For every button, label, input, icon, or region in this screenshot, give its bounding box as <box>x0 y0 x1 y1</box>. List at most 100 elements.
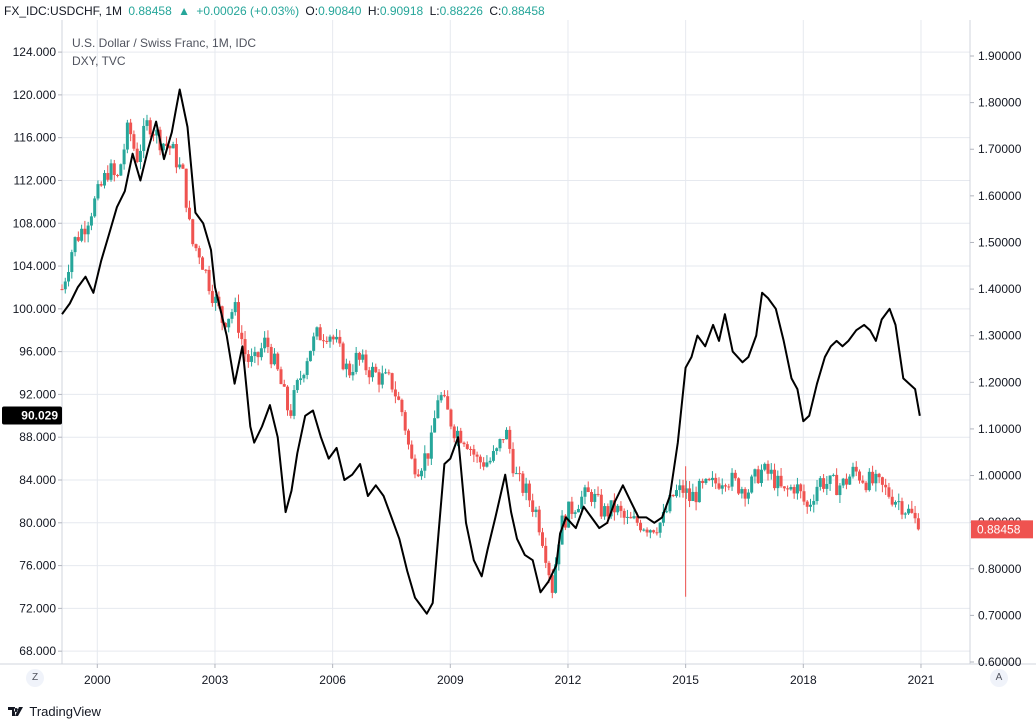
candle-body[interactable] <box>913 512 917 519</box>
candle-body[interactable] <box>593 493 597 502</box>
candle-body[interactable] <box>612 500 616 513</box>
dxy-line[interactable] <box>61 88 921 615</box>
candle-body[interactable] <box>129 122 133 135</box>
candle-body[interactable] <box>299 378 303 381</box>
candle-body[interactable] <box>534 509 538 512</box>
candle-body[interactable] <box>665 511 669 513</box>
candle-body[interactable] <box>554 564 558 593</box>
candle-body[interactable] <box>890 496 894 505</box>
candle-body[interactable] <box>632 516 636 519</box>
candle-body[interactable] <box>276 353 280 370</box>
candle-body[interactable] <box>446 396 450 410</box>
candle-body[interactable] <box>795 484 799 494</box>
candle-body[interactable] <box>537 509 541 533</box>
candle-body[interactable] <box>511 448 515 474</box>
candle-body[interactable] <box>907 508 911 514</box>
candle-body[interactable] <box>335 336 339 340</box>
candle-body[interactable] <box>527 483 531 501</box>
candle-body[interactable] <box>406 430 410 445</box>
candle-body[interactable] <box>501 439 505 441</box>
candle-body[interactable] <box>639 522 643 531</box>
candle-body[interactable] <box>910 508 914 513</box>
candle-body[interactable] <box>266 337 270 347</box>
candle-body[interactable] <box>305 361 309 375</box>
candle-body[interactable] <box>452 426 456 439</box>
candle-body[interactable] <box>152 134 156 136</box>
candle-body[interactable] <box>779 475 783 487</box>
candle-body[interactable] <box>658 522 662 533</box>
candle-body[interactable] <box>867 471 871 491</box>
candle-body[interactable] <box>782 486 786 489</box>
candle-body[interactable] <box>210 291 214 304</box>
candle-body[interactable] <box>348 363 352 376</box>
candle-body[interactable] <box>701 480 705 484</box>
candle-body[interactable] <box>697 480 701 503</box>
candle-body[interactable] <box>410 444 414 459</box>
candle-body[interactable] <box>544 545 548 563</box>
candle-body[interactable] <box>606 506 610 517</box>
candle-body[interactable] <box>328 336 332 342</box>
candle-body[interactable] <box>344 363 348 370</box>
candle-body[interactable] <box>380 373 384 385</box>
candle-body[interactable] <box>717 483 721 489</box>
candle-body[interactable] <box>63 281 67 290</box>
candle-body[interactable] <box>815 486 819 502</box>
candle-body[interactable] <box>694 491 698 503</box>
candle-body[interactable] <box>256 352 260 358</box>
candle-body[interactable] <box>557 544 561 565</box>
candle-body[interactable] <box>168 146 172 149</box>
candle-body[interactable] <box>197 248 201 258</box>
candle-body[interactable] <box>201 257 205 270</box>
candle-body[interactable] <box>900 501 904 515</box>
candle-body[interactable] <box>596 493 600 495</box>
candle-body[interactable] <box>766 463 770 474</box>
candle-body[interactable] <box>403 412 407 431</box>
candle-body[interactable] <box>505 429 509 440</box>
candle-body[interactable] <box>165 143 169 147</box>
candle-body[interactable] <box>420 470 424 477</box>
candle-body[interactable] <box>142 125 146 151</box>
candle-body[interactable] <box>831 474 835 476</box>
candle-body[interactable] <box>590 492 594 502</box>
candle-body[interactable] <box>547 562 551 576</box>
candle-body[interactable] <box>861 480 865 483</box>
candle-body[interactable] <box>429 432 433 459</box>
candle-body[interactable] <box>315 327 319 337</box>
candle-body[interactable] <box>674 490 678 497</box>
candle-body[interactable] <box>161 143 165 151</box>
candle-body[interactable] <box>338 336 342 344</box>
candle-body[interactable] <box>263 337 267 349</box>
candle-body[interactable] <box>887 487 891 497</box>
candle-body[interactable] <box>423 453 427 471</box>
candle-body[interactable] <box>893 501 897 505</box>
candle-body[interactable] <box>635 516 639 523</box>
candle-body[interactable] <box>390 373 394 390</box>
candle-body[interactable] <box>282 384 286 387</box>
zoom-reset-button[interactable]: Z <box>26 669 44 687</box>
candle-body[interactable] <box>491 451 495 461</box>
candle-body[interactable] <box>818 478 822 487</box>
candle-body[interactable] <box>321 340 325 342</box>
candle-body[interactable] <box>269 346 273 365</box>
candle-body[interactable] <box>521 473 525 493</box>
candle-body[interactable] <box>138 150 142 163</box>
candle-body[interactable] <box>661 511 665 523</box>
candle-body[interactable] <box>841 478 845 486</box>
candle-body[interactable] <box>759 469 763 484</box>
candle-body[interactable] <box>619 505 623 511</box>
candle-body[interactable] <box>413 458 417 475</box>
candle-body[interactable] <box>603 506 607 517</box>
candle-body[interactable] <box>678 485 682 491</box>
candle-body[interactable] <box>616 505 620 513</box>
candle-body[interactable] <box>642 529 646 531</box>
candle-body[interactable] <box>469 448 473 450</box>
candle-body[interactable] <box>374 366 378 373</box>
candle-body[interactable] <box>854 466 858 472</box>
candle-body[interactable] <box>174 144 178 168</box>
candle-body[interactable] <box>733 472 737 479</box>
candle-body[interactable] <box>514 473 518 475</box>
candle-body[interactable] <box>848 476 852 485</box>
candle-body[interactable] <box>743 489 747 499</box>
candle-body[interactable] <box>240 332 244 340</box>
footer-brand[interactable]: TradingView <box>8 704 101 719</box>
